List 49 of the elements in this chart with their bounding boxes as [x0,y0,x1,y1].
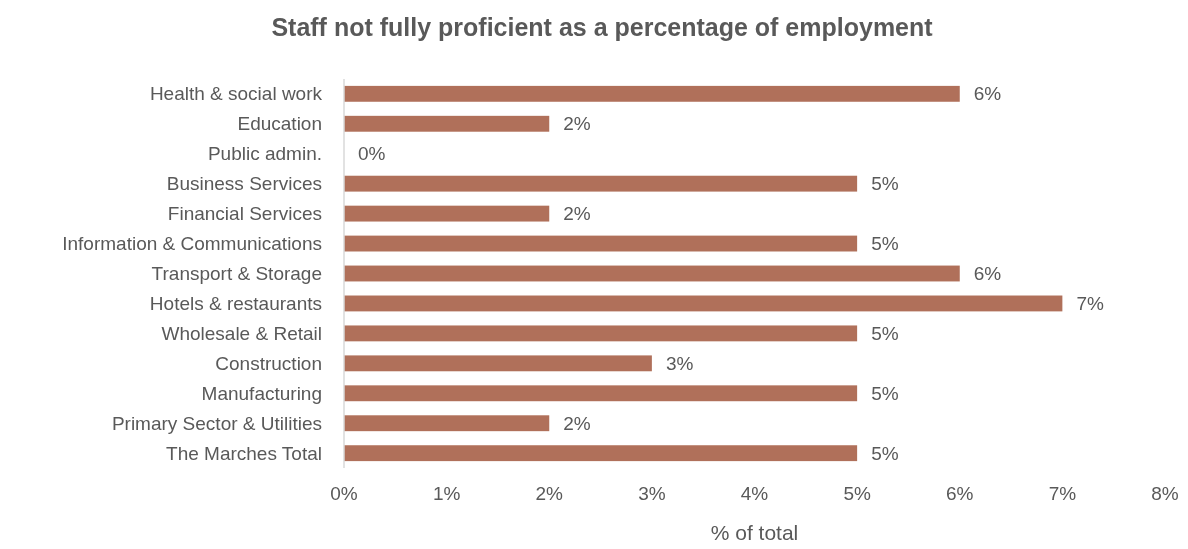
x-tick-label: 3% [638,483,666,504]
y-tick-label: The Marches Total [166,442,322,464]
data-label: 2% [563,113,591,135]
data-label: 0% [358,143,386,165]
x-tick-label: 6% [946,483,974,504]
bar [344,205,550,222]
data-label: 5% [871,323,899,345]
data-label: 5% [871,382,899,404]
x-tick-label: 7% [1048,483,1077,504]
data-label: 6% [973,83,1002,105]
bar [344,85,960,102]
y-tick-label: Hotels & restaurants [149,293,322,315]
data-label: 2% [563,412,591,434]
y-tick-label: Health & social work [149,83,323,105]
chart-title: Staff not fully proficient as a percentage of employment [271,13,934,41]
data-label: 5% [871,233,899,255]
bar [344,325,858,342]
data-label: 6% [973,263,1002,285]
data-label: 5% [871,173,899,195]
bar [344,175,858,192]
x-tick-label: 5% [843,483,871,504]
data-label: 3% [665,352,694,374]
y-tick-label: Public admin. [207,143,322,165]
bar [344,265,960,282]
x-tick-label: 2% [535,483,564,504]
bar [344,385,858,402]
x-tick-label: 8% [1151,483,1179,504]
y-tick-label: Financial Services [167,203,322,225]
bar [344,115,550,132]
data-label: 7% [1076,293,1104,315]
data-label: 2% [563,203,591,225]
y-tick-label: Business Services [166,173,322,195]
x-axis-title: % of total [710,521,799,544]
bar [344,415,550,432]
y-tick-label: Transport & Storage [151,263,322,285]
x-tick-label: 1% [432,483,461,504]
bar [344,235,858,252]
data-label: 5% [871,442,899,464]
y-tick-label: Manufacturing [201,382,322,404]
y-tick-label: Education [237,113,322,135]
y-tick-label: Primary Sector & Utilities [111,412,322,434]
y-tick-label: Information & Communications [62,233,322,255]
bar [344,445,858,462]
y-tick-label: Construction [215,352,322,374]
bar [344,295,1063,312]
bar [344,355,652,372]
y-tick-label: Wholesale & Retail [161,323,322,345]
x-tick-label: 4% [740,483,769,504]
x-tick-label: 0% [330,483,358,504]
